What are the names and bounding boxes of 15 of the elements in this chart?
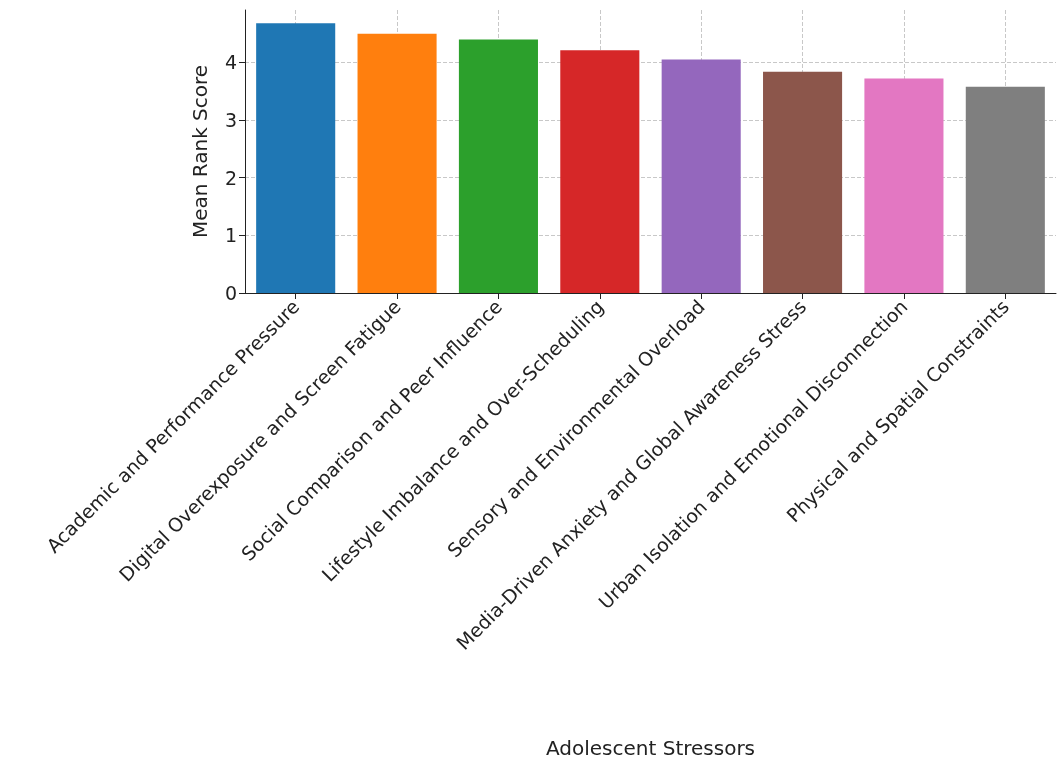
x-axis-title: Adolescent Stressors: [545, 736, 756, 760]
y-tick-label: 2: [224, 166, 237, 189]
bar: [763, 71, 843, 293]
y-tick-label: 3: [224, 109, 237, 132]
bar: [864, 78, 944, 293]
bar: [965, 86, 1045, 293]
y-tick-label: 4: [224, 51, 237, 74]
bar: [560, 50, 640, 293]
bar: [661, 59, 741, 293]
bar: [458, 39, 538, 293]
y-tick-label: 0: [224, 282, 237, 304]
bar: [256, 23, 336, 293]
y-tick-label: 1: [224, 224, 237, 247]
bar: [357, 33, 437, 293]
y-axis-title: Mean Rank Score: [188, 64, 212, 239]
